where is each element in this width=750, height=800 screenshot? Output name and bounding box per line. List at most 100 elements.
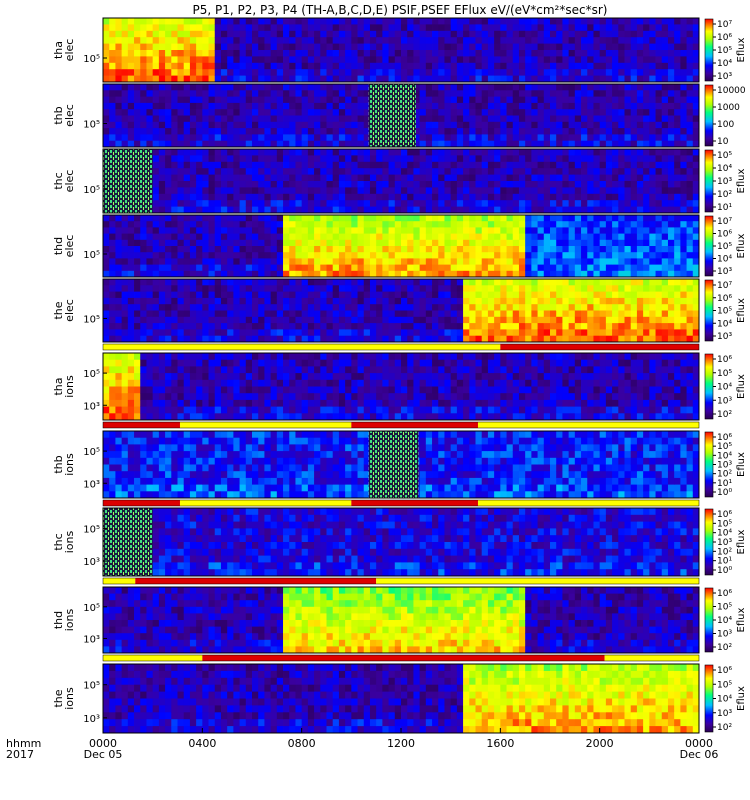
heatmap-cell: [307, 155, 315, 163]
heatmap-cell: [388, 215, 396, 222]
heatmap-cell: [680, 24, 687, 32]
heatmap-cell: [376, 310, 383, 318]
heatmap-cell: [574, 239, 582, 247]
heatmap-cell: [643, 109, 650, 116]
heatmap-cell: [624, 200, 632, 207]
heatmap-cell: [239, 174, 247, 182]
heatmap-cell: [283, 75, 290, 83]
chart-title: P5, P1, P2, P3, P4 (TH-A,B,C,D,E) PSIF,P…: [193, 3, 608, 17]
heatmap-cell: [463, 149, 470, 156]
heatmap-cell: [233, 24, 240, 32]
heatmap-cell: [537, 84, 545, 91]
ytick-label: 10⁵: [83, 54, 100, 65]
heatmap-cell: [643, 140, 650, 148]
heatmap-cell: [475, 181, 483, 188]
heatmap-cell: [618, 246, 625, 253]
heatmap-cell: [227, 37, 234, 44]
heatmap-cell: [320, 115, 327, 123]
heatmap-cell: [413, 181, 421, 188]
colorbar-tick-label: 10³: [717, 332, 732, 342]
heatmap-cell: [531, 84, 538, 91]
heatmap-cell: [196, 18, 203, 25]
heatmap-cell: [581, 50, 588, 57]
heatmap-cell: [500, 174, 507, 182]
heatmap-cell: [189, 96, 197, 104]
heatmap-cell: [307, 279, 315, 286]
heatmap-cell: [680, 50, 687, 57]
heatmap-cell: [152, 316, 160, 324]
heatmap-cell: [574, 37, 582, 44]
heatmap-cell: [599, 115, 607, 123]
heatmap-cell: [345, 304, 352, 311]
heatmap-cell: [518, 96, 526, 104]
heatmap-cell: [320, 227, 327, 234]
heatmap-cell: [307, 187, 315, 195]
heatmap-cell: [382, 291, 389, 299]
heatmap-cell: [543, 140, 551, 148]
heatmap-cell: [444, 37, 452, 44]
heatmap-cell: [134, 50, 141, 57]
heatmap-cell: [481, 102, 489, 110]
heatmap-cell: [425, 121, 433, 129]
heatmap-cell: [351, 239, 358, 247]
heatmap-cell: [202, 270, 209, 278]
heatmap-cell: [394, 239, 402, 247]
heatmap-cell: [432, 18, 439, 25]
heatmap-cell: [568, 102, 576, 110]
heatmap-cell: [537, 200, 545, 207]
heatmap-cell: [307, 115, 315, 123]
heatmap-cell: [376, 221, 383, 228]
heatmap-cell: [432, 264, 439, 272]
heatmap-cell: [636, 329, 644, 337]
heatmap-cell: [556, 134, 563, 142]
heatmap-cell: [537, 90, 545, 97]
heatmap-cell: [630, 264, 638, 272]
heatmap-cell: [283, 329, 290, 337]
heatmap-cell: [140, 24, 147, 32]
heatmap-cell: [165, 221, 172, 228]
heatmap-cell: [220, 258, 228, 265]
heatmap-cell: [276, 56, 284, 64]
heatmap-cell: [109, 413, 116, 421]
heatmap-cell: [258, 329, 265, 337]
heatmap-cell: [295, 279, 303, 286]
heatmap-cell: [357, 246, 365, 253]
heatmap-cell: [177, 128, 185, 135]
heatmap-cell: [463, 279, 470, 286]
heatmap-cell: [599, 161, 607, 169]
heatmap-cell: [444, 56, 452, 64]
heatmap-cell: [177, 62, 185, 70]
heatmap-cell: [531, 206, 538, 214]
heatmap-cell: [469, 258, 476, 265]
heatmap-cell: [475, 62, 483, 70]
heatmap-cell: [332, 227, 340, 234]
heatmap-cell: [134, 140, 141, 148]
heatmap-cell: [345, 140, 352, 148]
heatmap-cell: [109, 406, 116, 414]
heatmap-cell: [140, 239, 147, 247]
heatmap-cell: [109, 246, 116, 253]
heatmap-cell: [382, 304, 389, 311]
heatmap-cell: [401, 62, 408, 70]
heatmap-cell: [432, 335, 439, 343]
heatmap-cell: [314, 56, 321, 64]
heatmap-cell: [189, 168, 197, 175]
heatmap-cell: [568, 233, 576, 241]
heatmap-cell: [103, 96, 110, 104]
heatmap-cell: [146, 258, 154, 265]
heatmap-cell: [481, 161, 489, 169]
heatmap-cell: [686, 174, 694, 182]
heatmap-cell: [655, 181, 663, 188]
heatmap-cell: [295, 258, 303, 265]
heatmap-cell: [239, 264, 247, 272]
heatmap-cell: [667, 252, 675, 259]
heatmap-cell: [543, 246, 551, 253]
heatmap-cell: [345, 258, 352, 265]
heatmap-cell: [196, 149, 203, 156]
heatmap-cell: [419, 329, 427, 337]
ytick-label: 10⁵: [83, 315, 100, 326]
heatmap-cell: [196, 329, 203, 337]
heatmap-cell: [680, 246, 687, 253]
heatmap-cell: [543, 270, 551, 278]
heatmap-cell: [252, 96, 259, 104]
